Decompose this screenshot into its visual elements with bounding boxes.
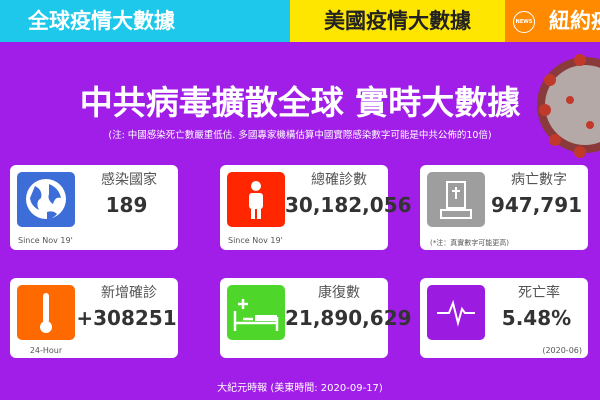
card-label: 死亡率 — [518, 285, 560, 301]
card-sub: (2020-06) — [542, 346, 582, 355]
card: 感染國家 189 Since Nov 19' — [10, 165, 178, 250]
card: 總確診數 30,182,056 Since Nov 19' — [220, 165, 412, 250]
virus-image — [537, 54, 600, 158]
card: 康復數 21,890,629 — [220, 278, 412, 358]
grave-icon — [427, 172, 485, 227]
card-label: 感染國家 — [101, 172, 157, 188]
card-value: 189 — [105, 193, 148, 217]
card-value: 5.48% — [501, 306, 572, 330]
bed-icon — [227, 285, 285, 340]
card: 新增確診 +308251 24-Hour — [10, 278, 178, 358]
card-sub: (*注：真實數字可能更高) — [430, 239, 509, 247]
globe-icon — [17, 172, 75, 227]
card-label: 總確診數 — [311, 172, 367, 188]
tab-us[interactable]: 美國疫情大數據 — [290, 0, 505, 42]
card-sub: 24-Hour — [29, 346, 63, 355]
title: 中共病毒擴散全球 實時大數據 — [79, 83, 521, 122]
footer: 大紀元時報 (美東時間: 2020-09-17) — [217, 383, 383, 394]
card-label: 新增確診 — [101, 285, 157, 301]
pulse-icon — [427, 285, 485, 340]
thermometer-icon — [17, 285, 75, 340]
card-sub: Since Nov 19' — [228, 236, 283, 245]
card-value: +308251 — [76, 306, 177, 330]
card-value: 947,791 — [490, 193, 583, 217]
tab-global[interactable]: 全球疫情大數據 — [0, 0, 290, 42]
card-value: 30,182,056 — [285, 193, 412, 217]
person-icon — [227, 172, 285, 227]
card: 病亡數字 947,791 (*注：真實數字可能更高) — [420, 165, 588, 250]
card-label: 康復數 — [318, 285, 360, 301]
card-sub: Since Nov 19' — [18, 236, 73, 245]
card-label: 病亡數字 — [511, 172, 567, 188]
card-value: 21,890,629 — [285, 306, 412, 330]
card: 死亡率 5.48% (2020-06) — [420, 278, 588, 358]
news-badge: NEWS — [513, 11, 535, 33]
note: (注: 中國感染死亡數嚴重低估. 多國專家機構估算中國實際感染數字可能是中共公佈… — [108, 130, 492, 141]
